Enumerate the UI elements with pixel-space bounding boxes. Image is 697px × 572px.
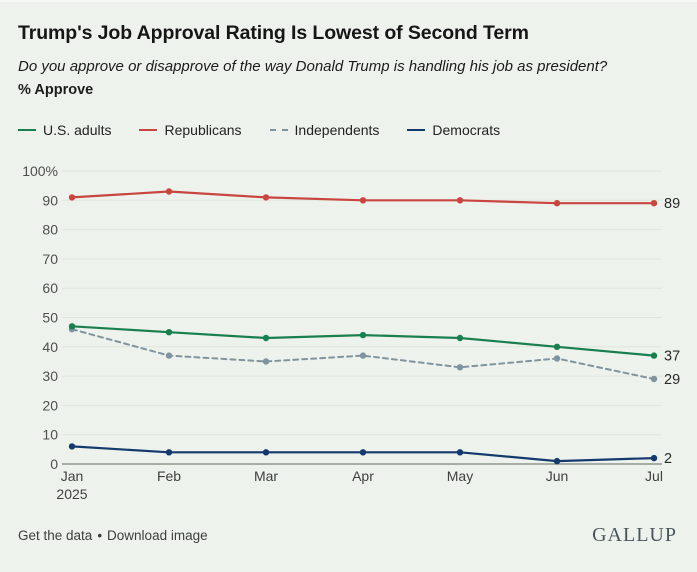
data-point-democrats[interactable]: [553, 458, 561, 465]
data-point-democrats[interactable]: [165, 449, 173, 456]
data-point-u-s-adults[interactable]: [553, 343, 561, 351]
data-point-democrats[interactable]: [68, 443, 76, 450]
data-point-independents[interactable]: [359, 352, 367, 360]
y-tick-label: 10: [42, 427, 58, 443]
y-tick-label: 80: [42, 222, 58, 238]
get-the-data-link[interactable]: Get the data: [18, 528, 93, 544]
legend-label: Republicans: [164, 122, 242, 139]
data-point-independents[interactable]: [456, 364, 464, 371]
data-point-democrats[interactable]: [456, 449, 464, 456]
legend-swatch-u-s-adults: [18, 129, 36, 132]
legend-label: Democrats: [432, 122, 501, 139]
data-point-republicans[interactable]: [456, 197, 464, 204]
y-tick-label: 70: [42, 251, 58, 267]
y-tick-label: 30: [42, 368, 58, 384]
y-tick-label: 50: [42, 310, 58, 326]
data-point-independents[interactable]: [262, 358, 270, 366]
y-tick-label: 90: [42, 193, 58, 209]
data-point-democrats[interactable]: [359, 449, 367, 456]
end-value-label-u-s-adults: 37: [664, 349, 680, 365]
gallup-logo: GALLUP: [592, 524, 677, 547]
data-point-republicans[interactable]: [650, 200, 658, 207]
approval-chart: 0 10 20 30 40 50 60 70 80 90 100% Jan 2025 Feb Mar Apr M…: [22, 163, 680, 502]
download-image-link[interactable]: Download image: [107, 528, 208, 544]
data-point-independents[interactable]: [165, 352, 173, 360]
page-title: Trump's Job Approval Rating Is Lowest of…: [18, 22, 529, 44]
data-point-independents[interactable]: [650, 376, 658, 383]
end-value-label-republicans: 89: [664, 197, 680, 213]
legend-item-independents: Independents: [269, 122, 380, 139]
data-point-u-s-adults[interactable]: [165, 329, 173, 336]
legend-swatch-independents: [269, 129, 288, 132]
legend-label: Independents: [294, 122, 380, 139]
y-tick-label: 100%: [22, 163, 58, 179]
legend-item-u-s-adults: U.S. adults: [18, 122, 111, 138]
footer-links: Get the data • Download image: [18, 528, 208, 543]
chart-legend: U.S. adults Republicans Independents Democr…: [18, 122, 679, 138]
data-point-independents[interactable]: [553, 355, 561, 363]
x-tick-label: Feb: [157, 468, 181, 484]
footer-separator: •: [97, 528, 103, 544]
data-point-u-s-adults[interactable]: [359, 332, 367, 339]
data-point-republicans[interactable]: [165, 188, 173, 196]
x-tick-label: Jan: [61, 468, 84, 484]
data-point-democrats[interactable]: [262, 449, 270, 456]
x-tick-label: Jun: [546, 468, 569, 484]
legend-swatch-republicans: [139, 129, 158, 132]
data-point-republicans[interactable]: [553, 200, 561, 207]
chart-subtitle: Do you approve or disapprove of the way …: [18, 58, 608, 76]
series-line-u-s-adults: [70, 325, 656, 358]
legend-item-republicans: Republicans: [139, 122, 242, 139]
x-tick-label: May: [447, 468, 473, 484]
footer: Get the data • Download image GALLUP: [0, 508, 697, 547]
y-tick-label: 60: [42, 281, 58, 297]
legend-swatch-democrats: [407, 129, 426, 132]
x-tick-label: Apr: [352, 468, 374, 484]
end-value-label-independents: 29: [664, 372, 680, 388]
y-tick-label: 20: [42, 398, 58, 414]
data-point-democrats[interactable]: [650, 455, 658, 462]
end-value-label-democrats: 2: [664, 452, 672, 468]
measure-label: % Approve: [18, 82, 94, 99]
data-point-republicans[interactable]: [262, 194, 270, 201]
data-point-u-s-adults[interactable]: [456, 335, 464, 342]
data-point-u-s-adults[interactable]: [262, 335, 270, 342]
x-tick-label: Mar: [254, 468, 278, 484]
data-point-republicans[interactable]: [359, 197, 367, 204]
legend-label: U.S. adults: [43, 122, 112, 139]
x-tick-label: 2025: [56, 486, 87, 502]
data-point-u-s-adults[interactable]: [68, 323, 76, 330]
data-point-u-s-adults[interactable]: [650, 352, 658, 360]
x-tick-label: Jul: [645, 468, 663, 484]
y-tick-label: 0: [50, 456, 58, 472]
y-tick-label: 40: [42, 339, 58, 355]
data-point-republicans[interactable]: [68, 194, 76, 201]
legend-item-democrats: Democrats: [407, 122, 500, 138]
